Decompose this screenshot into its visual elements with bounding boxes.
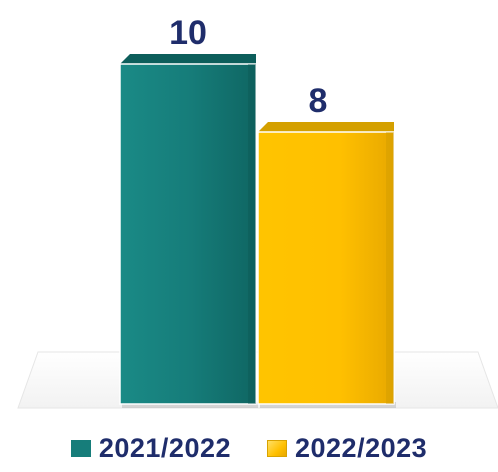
bar-edge-2022-2023 [386, 132, 394, 404]
data-label-2021-2022: 10 [169, 14, 207, 52]
legend-item-2022-2023: 2022/2023 [267, 433, 427, 464]
bar-shadow-2021-2022 [122, 402, 258, 408]
legend-swatch-2022-2023 [267, 439, 287, 457]
legend-label-2022-2023: 2022/2023 [295, 432, 428, 463]
bar-front-2022-2023 [257, 131, 395, 405]
bar-shadow-2022-2023 [260, 402, 396, 408]
bar-2022-2023 [257, 122, 396, 408]
bar-2021-2022 [119, 54, 258, 408]
bar-edge-2021-2022 [248, 64, 256, 404]
legend-swatch-2021-2022 [70, 439, 91, 457]
legend-label-2021-2022: 2021/2022 [98, 432, 231, 463]
data-label-2022-2023: 8 [309, 82, 328, 120]
legend: 2021/2022 2022/2023 [0, 426, 498, 470]
bar-front-2021-2022 [119, 63, 257, 405]
bar-chart: 10 8 [17, 14, 498, 409]
bar-top-2021-2022 [120, 54, 256, 64]
bar-top-2022-2023 [258, 122, 394, 132]
legend-item-2021-2022: 2021/2022 [70, 432, 231, 464]
